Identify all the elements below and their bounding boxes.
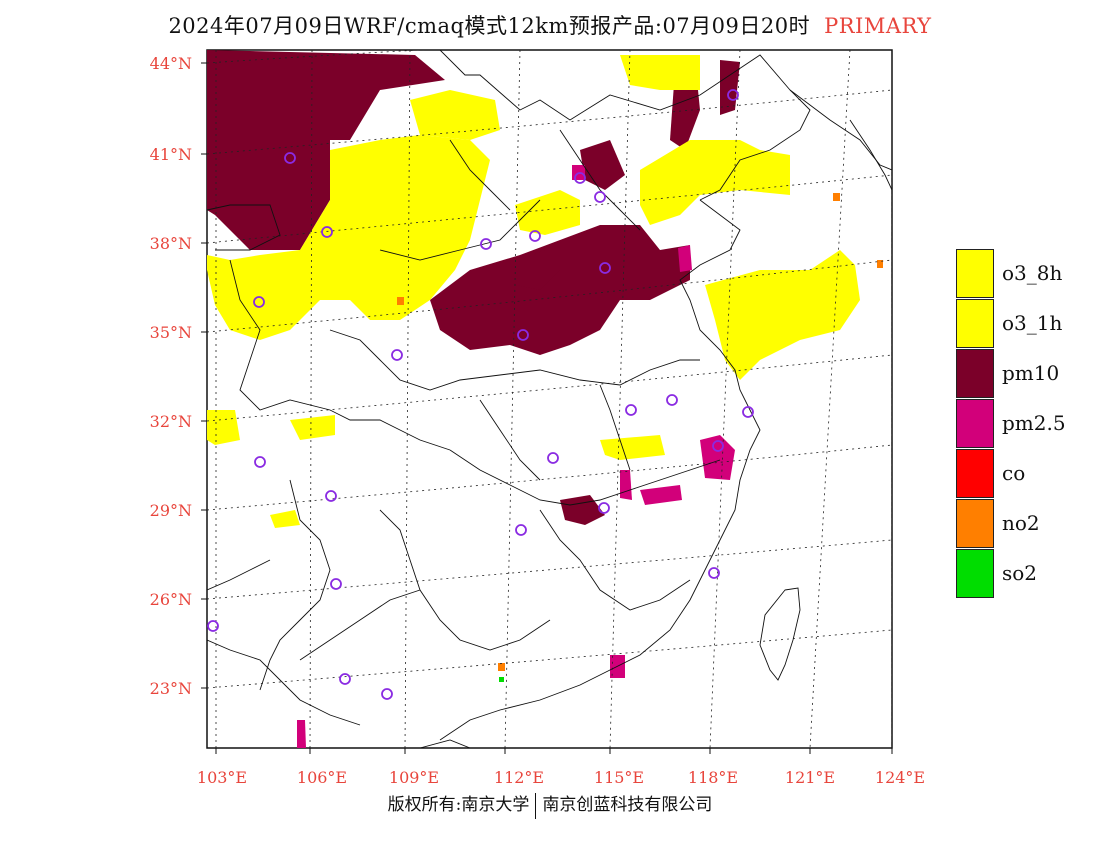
- copyright-left: 版权所有:南京大学: [387, 795, 530, 815]
- legend-swatch: [956, 499, 994, 548]
- lon-label-109: 109°E: [388, 768, 440, 787]
- so2-spot: [499, 677, 504, 682]
- legend-item-pm10: pm10: [956, 349, 1082, 399]
- primary-tag: PRIMARY: [824, 14, 932, 38]
- legend-label: o3_8h: [1002, 261, 1063, 285]
- lon-label-124: 124°E: [874, 768, 926, 787]
- lat-label-35: 35°N: [149, 323, 192, 342]
- legend-label: o3_1h: [1002, 311, 1063, 335]
- legend-item-so2: so2: [956, 549, 1082, 599]
- lat-label-44: 44°N: [149, 54, 192, 73]
- legend-item-o3-1h: o3_1h: [956, 299, 1082, 349]
- lon-label-112: 112°E: [493, 768, 545, 787]
- axis-ticks: [201, 62, 893, 754]
- title-text: 2024年07月09日WRF/cmaq模式12km预报产品:07月09日20时: [168, 14, 811, 38]
- lat-label-29: 29°N: [149, 501, 192, 520]
- lat-label-26: 26°N: [149, 590, 192, 609]
- legend-item-no2: no2: [956, 499, 1082, 549]
- pm25-region: [297, 165, 735, 748]
- legend-swatch: [956, 549, 994, 598]
- map-title: 2024年07月09日WRF/cmaq模式12km预报产品:07月09日20时 P…: [0, 10, 1100, 40]
- legend-label: no2: [1002, 511, 1040, 535]
- graticule: [207, 50, 892, 748]
- legend-swatch: [956, 349, 994, 398]
- city-markers: [207, 89, 754, 700]
- legend-label: co: [1002, 461, 1026, 485]
- legend-label: pm10: [1002, 361, 1060, 385]
- legend-item-co: co: [956, 449, 1082, 499]
- lon-label-103: 103°E: [196, 768, 248, 787]
- footer-separator: [535, 792, 537, 819]
- legend-swatch: [956, 399, 994, 448]
- boundaries: [207, 50, 892, 748]
- legend-swatch: [956, 449, 994, 498]
- pm10-region-north: [207, 50, 740, 525]
- lat-label-38: 38°N: [149, 234, 192, 253]
- copyright-right: 南京创蓝科技有限公司: [542, 795, 713, 815]
- legend-item-o3-8h: o3_8h: [956, 249, 1082, 299]
- lon-label-115: 115°E: [593, 768, 645, 787]
- legend: o3_8h o3_1h pm10 pm2.5 co no2 so2: [956, 249, 1082, 599]
- lon-label-121: 121°E: [784, 768, 836, 787]
- lat-label-23: 23°N: [149, 679, 192, 698]
- lon-label-106: 106°E: [296, 768, 348, 787]
- lon-label-118: 118°E: [687, 768, 739, 787]
- lat-label-41: 41°N: [149, 145, 192, 164]
- legend-label: so2: [1002, 561, 1038, 585]
- no2-spots: [397, 193, 883, 671]
- copyright-footer: 版权所有:南京大学 南京创蓝科技有限公司: [0, 790, 1100, 819]
- legend-swatch: [956, 249, 994, 298]
- legend-swatch: [956, 299, 994, 348]
- legend-item-pm25: pm2.5: [956, 399, 1082, 449]
- lat-label-32: 32°N: [149, 412, 192, 431]
- o3-region-yellow: [207, 55, 860, 528]
- legend-label: pm2.5: [1002, 411, 1066, 435]
